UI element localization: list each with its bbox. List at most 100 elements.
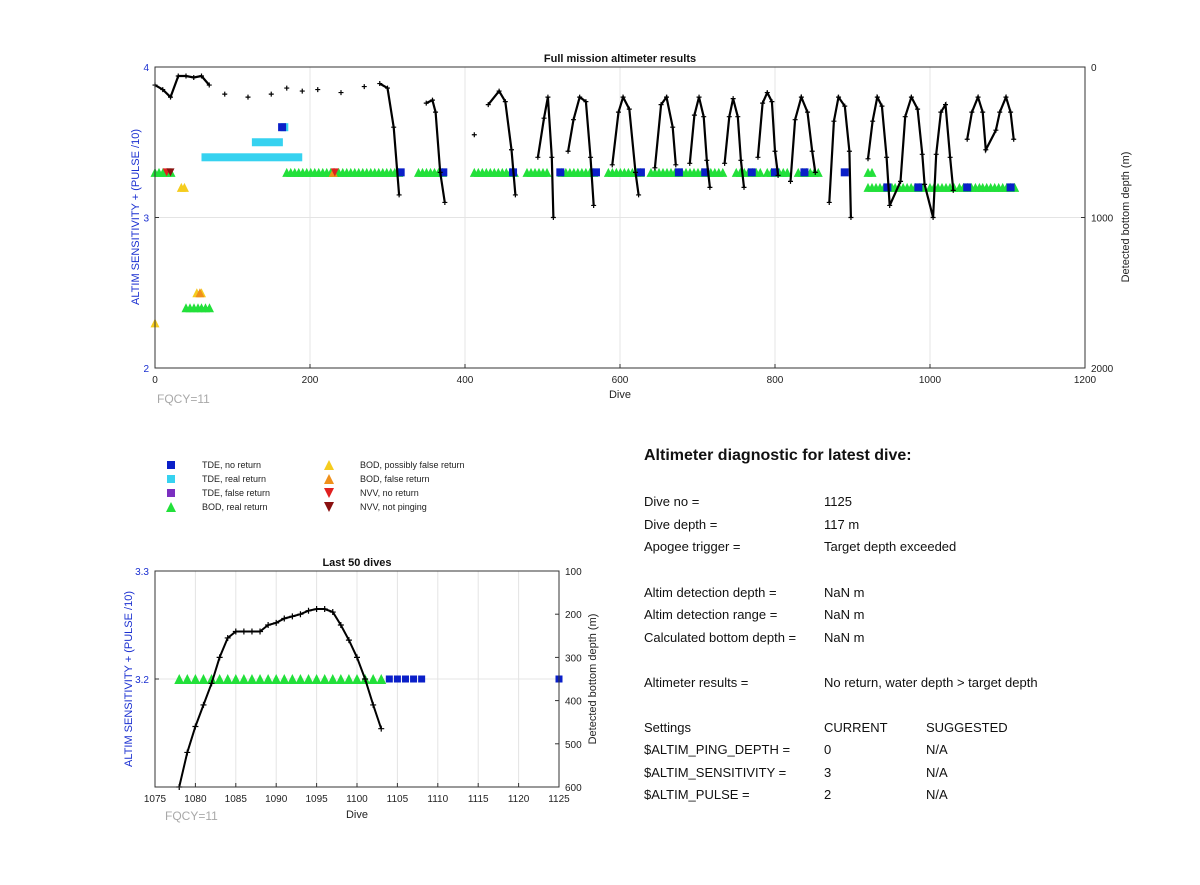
bod-real-return-marker	[327, 674, 338, 684]
bottom-depth-point	[842, 103, 848, 109]
legend-label: BOD, false return	[360, 474, 430, 484]
bottom-depth-point	[836, 94, 842, 100]
bod-possibly-false-marker	[179, 182, 189, 192]
inset-title: Last 50 dives	[322, 557, 391, 569]
bottom-depth-point	[184, 749, 191, 756]
setting-current: 3	[824, 765, 832, 780]
setting-name: $ALTIM_PING_DEPTH =	[644, 742, 791, 757]
bottom-depth-line	[789, 93, 817, 182]
main-marks	[150, 73, 1020, 328]
y2-axis-label: Detected bottom depth (m)	[1120, 152, 1132, 283]
bottom-depth-value: NaN m	[824, 630, 865, 645]
bod-real-return-segment	[522, 167, 552, 177]
bottom-depth-point	[701, 114, 707, 120]
tde-no-return-marker	[771, 168, 779, 177]
dive-no-label: Dive no =	[644, 494, 700, 509]
bod-real-return-marker	[222, 674, 233, 684]
bottom-depth-point	[997, 109, 1003, 115]
tde-no-return-marker	[674, 168, 683, 177]
bottom-depth-point	[313, 606, 320, 613]
bottom-depth-point	[993, 127, 999, 133]
bottom-depth-point	[930, 215, 936, 220]
bottom-depth-point	[512, 192, 518, 198]
bottom-depth-point	[964, 136, 970, 142]
bottom-depth-point	[983, 147, 989, 153]
bottom-depth-point	[541, 115, 547, 121]
y2-tick-label: 200	[565, 610, 582, 621]
bod-real-return-marker	[287, 674, 298, 684]
bottom-depth-point	[652, 165, 658, 171]
legend-item: TDE, no return	[166, 460, 261, 470]
legend-label: TDE, false return	[202, 488, 271, 498]
triangle-down-marker-icon	[324, 488, 334, 498]
bottom-depth-point	[831, 118, 837, 124]
bod-real-return-marker	[867, 167, 877, 177]
bottom-depth-point	[969, 109, 975, 115]
bottom-depth-point	[730, 96, 736, 102]
bod-real-return-segment	[863, 167, 877, 177]
bottom-depth-point	[760, 100, 766, 106]
tde-no-return-marker	[800, 168, 809, 177]
bottom-depth-point	[550, 215, 556, 220]
fqcy-note: FQCY=11	[157, 392, 210, 406]
x-tick-label: 400	[457, 375, 474, 386]
legend-item: NVV, not pinging	[324, 502, 427, 512]
bottom-depth-point	[950, 187, 956, 193]
results-value: No return, water depth > target depth	[824, 675, 1038, 690]
x-tick-label: 1075	[144, 794, 167, 805]
bottom-depth-point	[620, 94, 626, 100]
bottom-depth-point	[245, 94, 251, 100]
bottom-depth-point	[281, 615, 288, 622]
tde-no-return-marker	[914, 183, 923, 192]
bod-false-marker	[195, 288, 205, 298]
bod-real-return-marker	[238, 674, 249, 684]
bottom-depth-line	[866, 93, 955, 218]
x-tick-label: 1085	[225, 794, 248, 805]
apogee-value: Target depth exceeded	[824, 539, 957, 554]
y2-tick-label: 100	[565, 567, 582, 578]
x-tick-label: 200	[302, 375, 319, 386]
setting-suggested: N/A	[926, 742, 948, 757]
tde-no-return-marker	[591, 168, 600, 177]
chart-title: Full mission altimeter results	[544, 53, 696, 65]
bottom-depth-point	[626, 106, 632, 112]
bod-real-return-marker	[246, 674, 257, 684]
x-tick-label: 1115	[468, 794, 489, 805]
bottom-depth-point	[361, 84, 367, 90]
current-header: CURRENT	[824, 720, 888, 735]
bod-real-return-marker	[813, 167, 823, 177]
bod-real-return-marker	[263, 674, 274, 684]
bottom-depth-point	[224, 634, 231, 641]
setting-current: 0	[824, 742, 832, 757]
bottom-depth-point	[437, 169, 443, 175]
legend-label: BOD, possibly false return	[360, 460, 465, 470]
bod-real-return-marker	[205, 303, 214, 313]
bottom-depth-point	[160, 87, 166, 93]
y2-tick-label: 600	[565, 783, 582, 794]
y2-tick-label: 300	[565, 653, 582, 664]
nvv-not-pinging-marker	[166, 168, 175, 177]
legend-item: TDE, false return	[166, 488, 270, 498]
y-tick-label: 3	[143, 214, 149, 225]
tde-no-return-marker	[396, 168, 405, 177]
bottom-depth-point	[846, 148, 852, 154]
bottom-depth-point	[741, 184, 747, 190]
bottom-depth-point	[809, 148, 815, 154]
bottom-depth-point	[738, 157, 744, 163]
inset-y2-axis-label: Detected bottom depth (m)	[587, 614, 599, 745]
x-tick-label: 800	[767, 375, 784, 386]
bottom-depth-point	[265, 622, 272, 628]
tde-no-return-marker	[385, 675, 393, 683]
bod-real-return-marker	[352, 674, 362, 684]
bottom-depth-point	[805, 109, 811, 115]
bottom-depth-point	[299, 88, 305, 94]
bottom-depth-point	[577, 94, 583, 100]
bottom-depth-point	[385, 85, 390, 91]
y-tick-label: 4	[143, 63, 149, 74]
bottom-depth-point	[216, 654, 223, 661]
x-tick-label: 1080	[184, 794, 207, 805]
y2-tick-label: 0	[1091, 63, 1097, 74]
bod-real-return-marker	[174, 674, 185, 684]
bod-real-return-marker	[230, 674, 241, 684]
bottom-depth-point	[471, 132, 477, 138]
